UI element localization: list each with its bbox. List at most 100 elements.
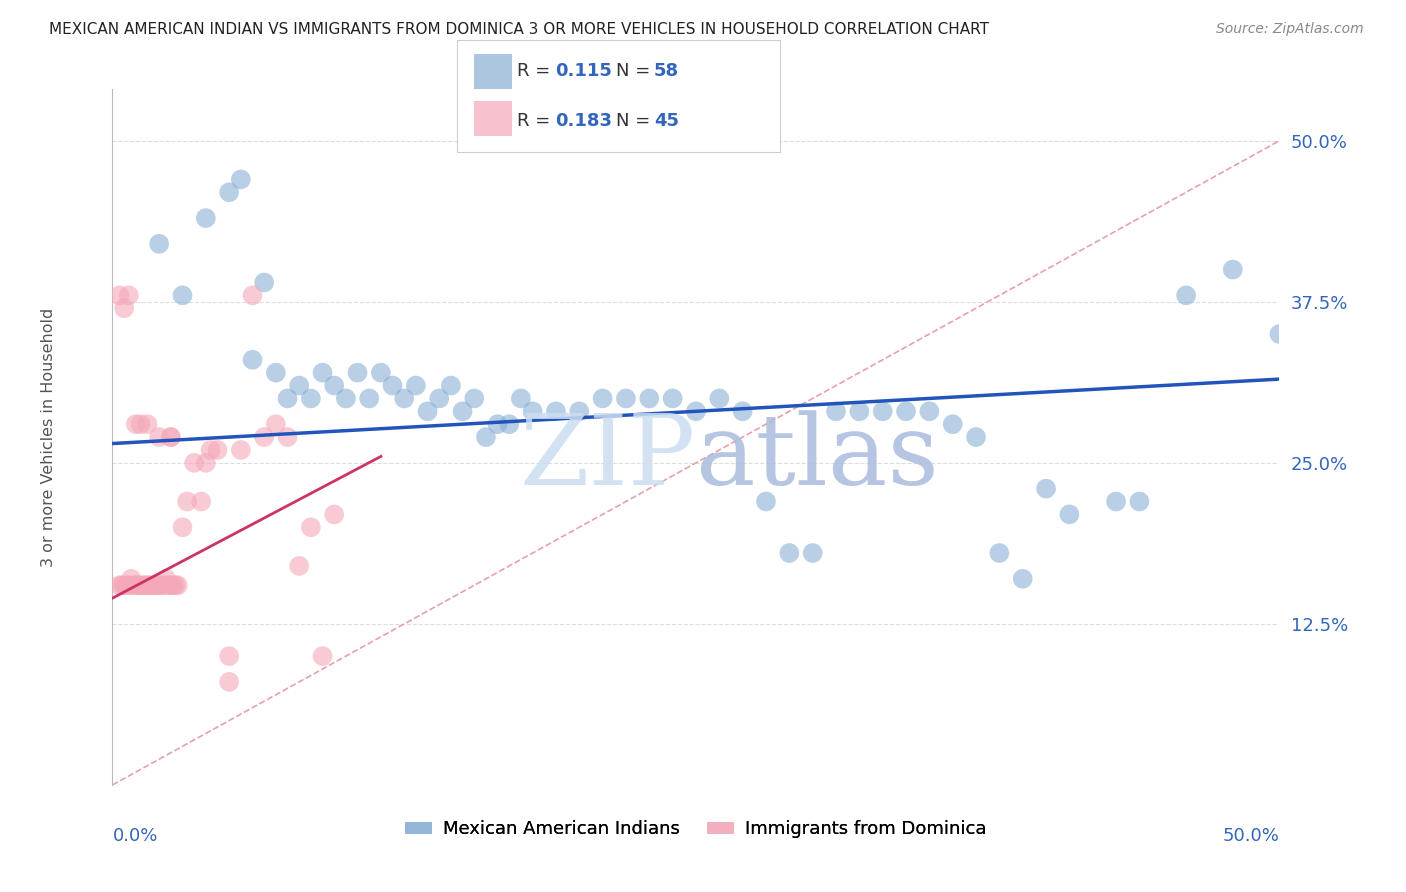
Point [125, 578, 148, 592]
Point [200, 442, 222, 457]
Point [218, 649, 240, 664]
Point [451, 404, 474, 418]
Point [122, 578, 145, 592]
Point [323, 508, 346, 522]
Point [522, 404, 544, 418]
Point [288, 558, 311, 573]
Point [229, 442, 252, 457]
Point [1175, 288, 1198, 302]
Point [155, 572, 177, 586]
Point [463, 392, 485, 406]
Point [709, 392, 731, 406]
Point [288, 378, 311, 392]
Legend: Mexican American Indians, Immigrants from Dominica: Mexican American Indians, Immigrants fro… [398, 814, 994, 846]
Text: ZIP: ZIP [520, 410, 696, 506]
Point [381, 378, 404, 392]
Point [229, 172, 252, 186]
Point [894, 404, 917, 418]
Text: N =: N = [616, 112, 655, 129]
Point [427, 392, 450, 406]
Point [136, 578, 159, 592]
Point [405, 378, 427, 392]
Point [872, 404, 894, 418]
Point [755, 494, 778, 508]
Text: 0.183: 0.183 [555, 112, 613, 129]
Point [440, 378, 463, 392]
Point [166, 578, 188, 592]
Point [264, 417, 287, 432]
Point [112, 301, 135, 316]
Point [1128, 494, 1150, 508]
Point [323, 378, 346, 392]
Point [150, 578, 173, 592]
Point [965, 430, 987, 444]
Point [498, 417, 520, 432]
Point [125, 417, 148, 432]
Point [218, 674, 240, 689]
Text: Source: ZipAtlas.com: Source: ZipAtlas.com [1216, 22, 1364, 37]
Point [127, 578, 149, 592]
Point [242, 288, 264, 302]
Point [218, 186, 240, 200]
Text: atlas: atlas [696, 410, 939, 506]
Point [112, 578, 135, 592]
Point [778, 546, 800, 560]
Point [129, 417, 152, 432]
Text: 3 or more Vehicles in Household: 3 or more Vehicles in Household [41, 308, 56, 566]
Point [661, 392, 683, 406]
Point [1059, 508, 1081, 522]
Point [918, 404, 941, 418]
Point [801, 546, 824, 560]
Point [242, 352, 264, 367]
Point [172, 288, 194, 302]
Point [253, 276, 276, 290]
Point [370, 366, 392, 380]
Point [157, 578, 180, 592]
Point [162, 578, 184, 592]
Text: 58: 58 [654, 62, 679, 80]
Point [264, 366, 287, 380]
Point [108, 288, 131, 302]
Point [731, 404, 754, 418]
Point [160, 578, 183, 592]
Point [1035, 482, 1057, 496]
Point [988, 546, 1011, 560]
Point [299, 392, 322, 406]
Point [146, 578, 169, 592]
Point [568, 404, 591, 418]
Point [848, 404, 870, 418]
Point [1222, 262, 1244, 277]
Point [115, 578, 138, 592]
Point [207, 442, 229, 457]
Point [1268, 326, 1291, 341]
Point [183, 456, 205, 470]
Point [276, 430, 298, 444]
Point [132, 578, 155, 592]
Point [108, 578, 131, 592]
Point [111, 578, 134, 592]
Point [1011, 572, 1033, 586]
Point [141, 578, 163, 592]
Point [134, 578, 156, 592]
Point [143, 578, 166, 592]
Point [160, 430, 183, 444]
Point [165, 578, 187, 592]
Point [194, 456, 217, 470]
Point [118, 288, 141, 302]
Text: R =: R = [517, 112, 557, 129]
Point [120, 572, 142, 586]
Text: MEXICAN AMERICAN INDIAN VS IMMIGRANTS FROM DOMINICA 3 OR MORE VEHICLES IN HOUSEH: MEXICAN AMERICAN INDIAN VS IMMIGRANTS FR… [49, 22, 990, 37]
Text: 45: 45 [654, 112, 679, 129]
Point [942, 417, 965, 432]
Point [276, 392, 298, 406]
Point [160, 430, 183, 444]
Point [153, 578, 176, 592]
Point [311, 366, 333, 380]
Point [1105, 494, 1128, 508]
Point [825, 404, 848, 418]
Point [638, 392, 661, 406]
Point [172, 520, 194, 534]
Point [136, 417, 159, 432]
Point [685, 404, 707, 418]
Point [148, 578, 170, 592]
